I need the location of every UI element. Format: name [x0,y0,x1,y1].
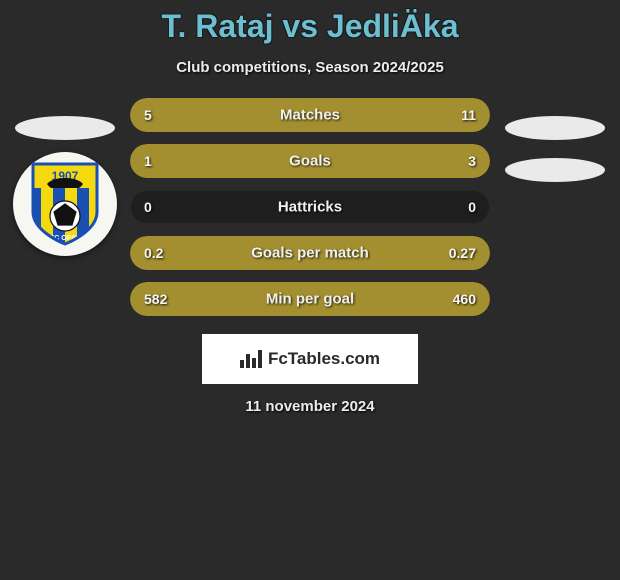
club-shield-icon: 1907 [29,162,101,246]
stat-value-left: 5 [144,107,152,123]
club-badge-left: 1907 [13,152,117,256]
page-title: T. Rataj vs JedliÄka [0,8,620,45]
stat-label: Min per goal [266,291,354,308]
stat-value-right: 11 [461,107,476,123]
stat-value-left: 0 [144,199,152,215]
stat-row: 582 460 Min per goal [0,282,620,316]
stat-label: Goals [289,153,331,170]
stat-label: Goals per match [251,245,369,262]
stat-bar: 1 3 Goals [130,144,490,178]
stat-value-left: 0.2 [144,245,163,261]
stat-bar: 5 11 Matches [130,98,490,132]
stat-value-right: 460 [453,291,476,307]
player-left-placeholder [15,116,115,140]
stat-value-right: 0.27 [449,245,476,261]
stat-label: Matches [280,107,340,124]
right-player-column [490,116,620,182]
player-right-placeholder-1 [505,116,605,140]
brand-label: FcTables.com [268,349,380,369]
chart-icon [240,350,262,368]
stat-value-right: 0 [468,199,476,215]
stat-bar: 0.2 0.27 Goals per match [130,236,490,270]
left-player-column: 1907 [0,116,130,256]
stat-value-right: 3 [468,153,476,169]
stat-value-left: 582 [144,291,167,307]
stat-value-left: 1 [144,153,152,169]
brand-box: FcTables.com [202,334,418,384]
stat-label: Hattricks [278,199,342,216]
stat-bar: 0 0 Hattricks [130,190,490,224]
stat-bar: 582 460 Min per goal [130,282,490,316]
date-label: 11 november 2024 [0,398,620,415]
stat-bar-right-fill [220,144,490,178]
subtitle: Club competitions, Season 2024/2025 [0,59,620,76]
player-right-placeholder-2 [505,158,605,182]
